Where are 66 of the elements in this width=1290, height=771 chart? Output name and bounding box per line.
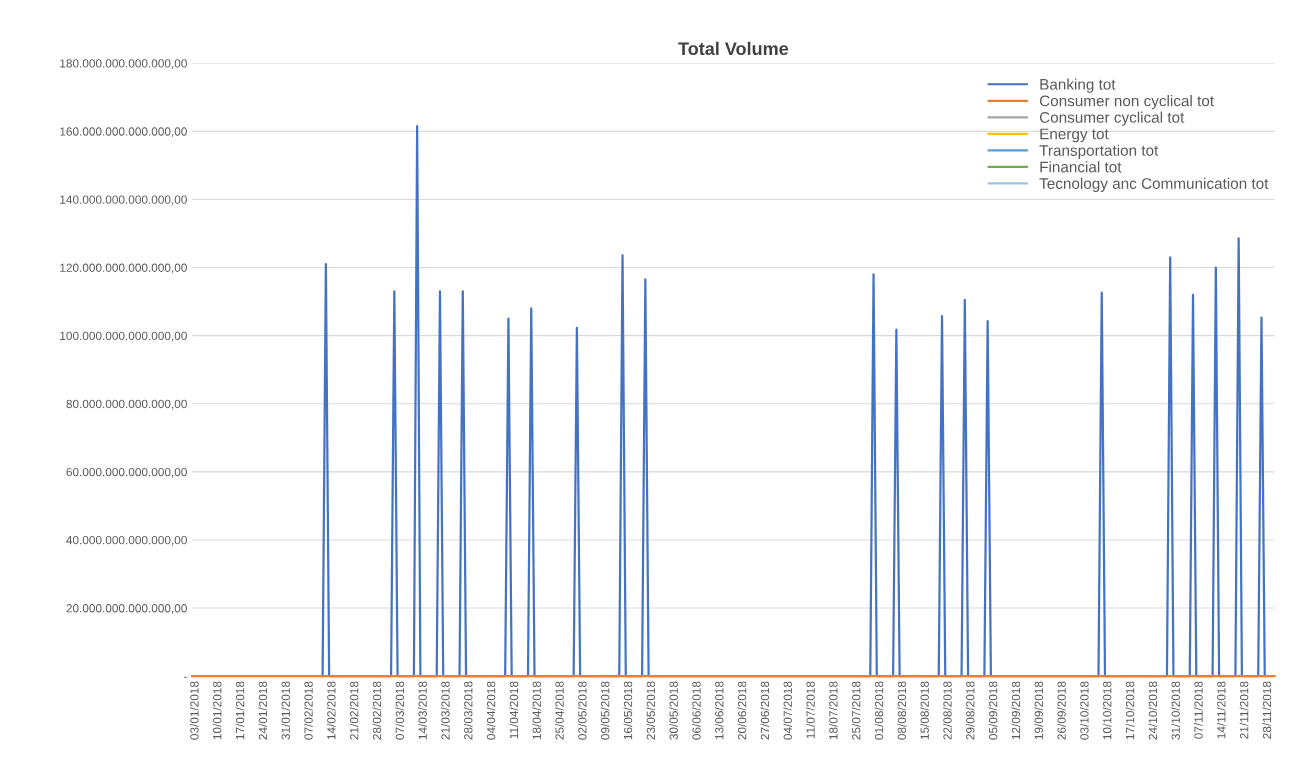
x-tick-label: 30/05/2018 (669, 681, 678, 740)
x-tick-label: 04/04/2018 (486, 681, 496, 740)
y-tick-label: 160.000.000.000.000,00 (60, 127, 187, 138)
x-tick-label: 09/05/2018 (600, 681, 610, 740)
x-tick-label: 25/04/2018 (555, 681, 564, 740)
legend-label: Financial tot (1040, 161, 1122, 173)
y-tick-label: 100.000.000.000.000,00 (60, 331, 187, 342)
y-tick-label: 40.000.000.000.000,00 (66, 535, 187, 546)
x-tick-label: 02/05/2018 (577, 681, 587, 740)
x-tick-label: 07/02/2018 (304, 681, 313, 740)
legend-label: Transportation tot (1039, 144, 1159, 159)
x-tick-label: 21/02/2018 (349, 681, 359, 740)
y-tick-label: 140.000.000.000.000,00 (60, 195, 187, 206)
chart-title: Total Volume (678, 41, 789, 56)
x-tick-label: 25/07/2018 (851, 681, 861, 740)
x-tick-label: 26/09/2018 (1057, 681, 1066, 740)
y-tick-label: 120.000.000.000.000,00 (60, 263, 187, 274)
legend-label: Consumer cyclical tot (1039, 111, 1185, 126)
x-tick-label: 24/01/2018 (258, 681, 268, 740)
x-tick-label: 18/07/2018 (828, 681, 838, 740)
x-tick-label: 27/06/2018 (760, 681, 770, 740)
x-tick-label: 03/01/2018 (189, 681, 199, 740)
x-tick-label: 31/01/2018 (281, 681, 290, 740)
x-tick-label: 17/10/2018 (1125, 681, 1135, 740)
x-tick-label: 05/09/2018 (988, 681, 998, 740)
y-tick-label: 80.000.000.000.000,00 (66, 399, 187, 410)
x-tick-label: 16/05/2018 (623, 681, 633, 740)
x-tick-label: 14/11/2018 (1216, 681, 1226, 739)
x-tick-label: 10/01/2018 (212, 681, 222, 740)
x-tick-label: 12/09/2018 (1011, 681, 1021, 740)
x-tick-label: 04/07/2018 (783, 681, 792, 740)
x-tick-label: 03/10/2018 (1079, 681, 1089, 740)
x-tick-label: 28/03/2018 (463, 681, 473, 740)
legend-label: Tecnology anc Communication tot (1039, 177, 1269, 192)
x-tick-label: 31/10/2018 (1171, 681, 1180, 740)
x-tick-label: 21/11/2018 (1239, 681, 1249, 739)
x-tick-label: 13/06/2018 (714, 681, 724, 740)
x-tick-label: 19/09/2018 (1034, 681, 1043, 740)
y-tick-label: 180.000.000.000.000,00 (60, 59, 187, 70)
legend-label: Energy tot (1040, 128, 1109, 143)
x-tick-label: 14/02/2018 (326, 681, 336, 740)
x-tick-label: 11/07/2018 (806, 681, 815, 739)
legend-label: Banking tot (1040, 78, 1116, 93)
x-tick-label: 21/03/2018 (440, 681, 450, 740)
x-tick-label: 28/02/2018 (372, 681, 382, 740)
x-tick-label: 22/08/2018 (943, 681, 952, 740)
x-tick-label: 18/04/2018 (532, 681, 541, 740)
x-tick-label: 17/01/2018 (235, 681, 245, 740)
x-tick-label: 08/08/2018 (897, 681, 907, 740)
x-tick-label: 24/10/2018 (1148, 681, 1158, 740)
x-tick-label: 07/03/2018 (395, 681, 405, 740)
x-tick-label: 29/08/2018 (965, 681, 975, 740)
x-tick-label: 11/04/2018 (509, 681, 519, 739)
y-tick-label: - (183, 676, 187, 678)
legend-label: Consumer non cyclical tot (1039, 95, 1214, 110)
x-tick-label: 20/06/2018 (737, 681, 747, 740)
x-tick-label: 15/08/2018 (920, 681, 929, 740)
x-tick-label: 23/05/2018 (646, 681, 656, 740)
y-tick-label: 20.000.000.000.000,00 (66, 604, 187, 614)
x-tick-label: 06/06/2018 (692, 681, 701, 740)
x-tick-label: 10/10/2018 (1102, 681, 1112, 740)
x-tick-label: 01/08/2018 (874, 681, 884, 740)
x-tick-label: 07/11/2018 (1194, 681, 1203, 739)
y-tick-label: 60.000.000.000.000,00 (66, 467, 187, 478)
x-tick-label: 14/03/2018 (418, 681, 427, 740)
x-tick-label: 28/11/2018 (1262, 681, 1272, 739)
